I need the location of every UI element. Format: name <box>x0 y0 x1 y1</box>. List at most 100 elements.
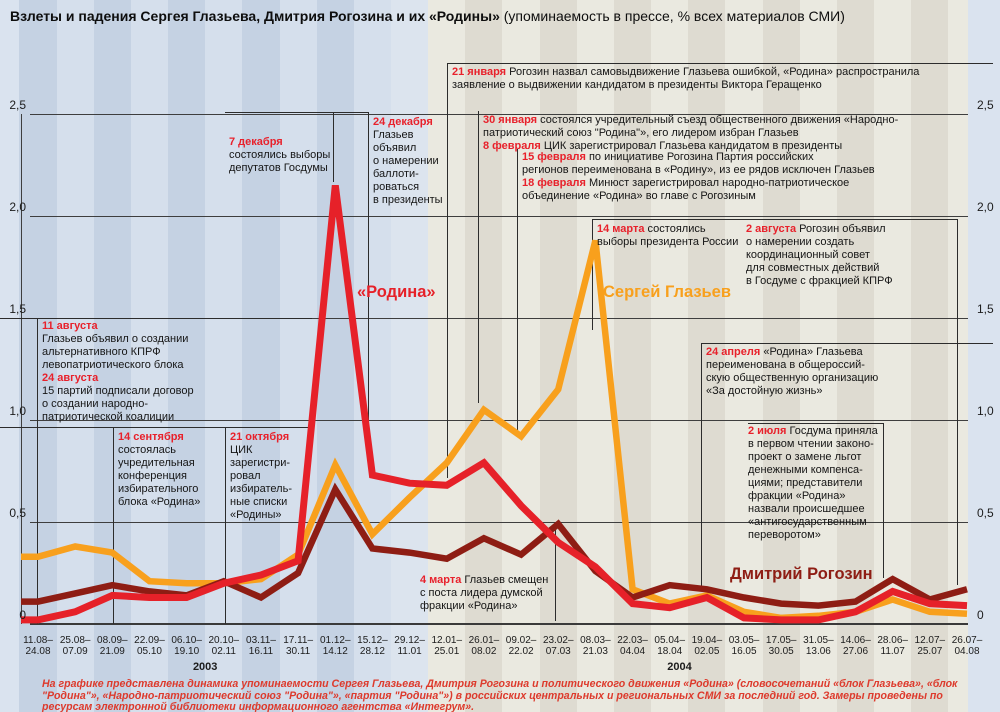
edge-band-left <box>0 0 20 712</box>
annotation-text: заявление о выдвижении кандидатом в през… <box>452 79 822 91</box>
annotation-text: ные списки <box>230 496 288 508</box>
annotation-date: 18 февраля <box>522 177 589 189</box>
annotation-line: зарегистри- <box>230 457 318 470</box>
y-tick-label-left: 2,0 <box>9 200 26 214</box>
x-tick-label: 03.05– 16.05 <box>728 635 760 657</box>
annotation-line: 7 декабря <box>229 136 349 149</box>
annotation-date: 4 марта <box>420 574 465 586</box>
annotation-line: в президенты <box>373 194 445 207</box>
annotation-text: «За достойную жизнь» <box>706 385 823 397</box>
gridline-2.5 <box>30 114 968 115</box>
annotation-rule-sep14 <box>0 427 312 428</box>
period-stripe <box>651 0 689 712</box>
annotation-text: 15 партий подписали договор <box>42 385 194 397</box>
annotation-line: блока «Родина» <box>118 496 228 509</box>
y-tick-label-right: 1,5 <box>977 302 994 316</box>
annotation-line: 15 партий подписали договор <box>42 385 214 398</box>
x-tick-label: 17.11– 30.11 <box>283 635 314 657</box>
annotation-feb15: 15 февраля по инициативе Рогозина Партия… <box>522 151 875 203</box>
annotation-line: 18 февраля Минюст зарегистрировал народн… <box>522 177 874 190</box>
annotation-line: состоялись выборы <box>229 149 349 162</box>
annotation-line: с поста лидера думской <box>420 587 562 600</box>
annotation-date: 2 июля <box>748 425 790 437</box>
annotation-line: о создании народно- <box>42 398 214 411</box>
annotation-text: выборы президента России <box>597 236 739 248</box>
annotation-text: Рогозин назвал самовыдвижение Глазьева о… <box>509 66 920 78</box>
x-tick-label: 28.06– 11.07 <box>877 635 908 657</box>
annotation-text: в первом чтении законо- <box>748 438 874 450</box>
annotation-line: 24 декабря <box>373 116 445 129</box>
annotation-date: 21 октября <box>230 431 290 443</box>
annotation-line: альтернативного КПРФ <box>42 346 214 359</box>
annotation-text: назвали происшедшее <box>748 503 865 515</box>
x-axis-line <box>30 623 968 625</box>
annotation-text: с поста лидера думской <box>420 587 543 599</box>
annotation-text: по инициативе Рогозина Партия российских <box>588 151 814 163</box>
annotation-aug11: 11 августа Глазьев объявил о создании альт… <box>42 320 214 424</box>
gridline-2 <box>30 216 968 217</box>
annotation-line: заявление о выдвижении кандидатом в през… <box>452 79 934 92</box>
x-tick-label: 31.05– 13.06 <box>803 635 834 657</box>
annotation-line: в Госдуме с фракцией КПРФ <box>746 275 964 288</box>
series-label-rogozin: Дмитрий Рогозин <box>730 565 873 583</box>
annotation-date: 24 апреля <box>706 346 764 358</box>
annotation-line: Глазьев объявил о создании <box>42 333 214 346</box>
annotation-text: баллоти- <box>373 168 419 180</box>
annotation-line: «Родины» <box>230 509 318 522</box>
x-tick-label: 26.01– 08.02 <box>468 635 500 657</box>
annotation-line: фракции «Родина» <box>420 600 562 613</box>
annotation-rule-apr24 <box>701 343 993 344</box>
year-label-2004: 2004 <box>667 661 692 673</box>
annotation-text: депутатов Госдумы <box>229 162 328 174</box>
annotation-aug2: 2 августа Рогозин объявил о намерении соз… <box>746 223 964 288</box>
x-tick-label: 22.03– 04.04 <box>617 635 648 657</box>
period-stripe <box>948 0 968 712</box>
annotation-rule-aug11 <box>0 318 312 319</box>
annotation-rule-jul2 <box>748 423 883 424</box>
annotation-leader-aug11 <box>37 318 38 624</box>
annotation-text: «Родина» Глазьева <box>763 346 863 358</box>
annotation-line: 2 июля Госдума приняла <box>748 425 886 438</box>
annotation-leader-dec7 <box>333 112 334 182</box>
annotation-dec7: 7 декабря состоялись выборы депутатов Госд… <box>229 136 349 175</box>
period-stripe <box>613 0 652 712</box>
y-tick-label-right: 2,0 <box>977 200 994 214</box>
annotation-text: ровал <box>230 470 261 482</box>
edge-band-right <box>968 0 1000 712</box>
annotation-jan30: 30 января состоялся учредительный съезд … <box>483 114 928 153</box>
annotation-date: 30 января <box>483 114 541 126</box>
annotation-line: объявил <box>373 142 445 155</box>
period-stripe <box>242 0 280 712</box>
annotation-line: избиратель- <box>230 483 318 496</box>
annotation-text: блока «Родина» <box>118 496 201 508</box>
annotation-line: денежными компенса- <box>748 464 886 477</box>
annotation-text: Рогозин объявил <box>799 223 886 235</box>
annotation-text: о создании народно- <box>42 398 149 410</box>
annotation-line: ные списки <box>230 496 318 509</box>
annotation-line: проект о замене льгот <box>748 451 886 464</box>
annotation-line: 2 августа Рогозин объявил <box>746 223 964 236</box>
x-tick-label: 15.12– 28.12 <box>357 635 388 657</box>
annotation-line: переименована в общероссий- <box>706 359 911 372</box>
annotation-line: состоялась <box>118 444 228 457</box>
annotation-text: Глазьев <box>373 129 414 141</box>
x-tick-label: 08.03– 21.03 <box>580 635 611 657</box>
annotation-mar4: 4 марта Глазьев смещен с поста лидера дум… <box>420 574 562 613</box>
annotation-jan21: 21 января Рогозин назвал самовыдвижение … <box>452 66 934 92</box>
annotation-line: в первом чтении законо- <box>748 438 886 451</box>
x-tick-label: 12.01– 25.01 <box>431 635 463 657</box>
annotation-line: о намерении <box>373 155 445 168</box>
annotation-text: роваться <box>373 181 420 193</box>
annotation-text: учредительная <box>118 457 195 469</box>
annotation-leader-apr24 <box>701 343 702 588</box>
x-tick-label: 22.09– 05.10 <box>134 635 165 657</box>
y-tick-label-left: 2,5 <box>9 98 26 112</box>
annotation-text: «Родины» <box>230 509 282 521</box>
annotation-line: 24 апреля «Родина» Глазьева <box>706 346 911 359</box>
annotation-text: координационный совет <box>746 249 870 261</box>
x-tick-label: 01.12– 14.12 <box>319 635 351 657</box>
plot-left-border <box>21 114 22 624</box>
annotation-rule-jan21 <box>447 63 993 64</box>
annotation-line: роваться <box>373 181 445 194</box>
annotation-text: переименована в общероссий- <box>706 359 865 371</box>
